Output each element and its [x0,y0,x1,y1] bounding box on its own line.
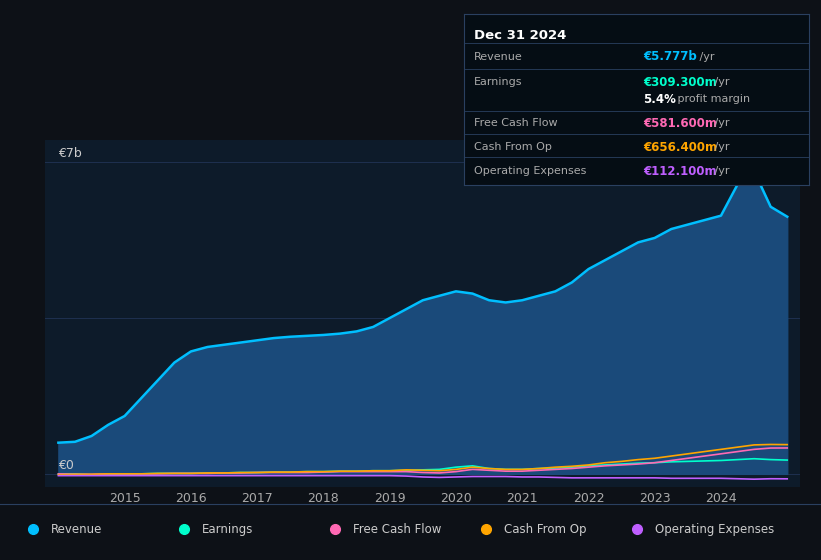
Text: Revenue: Revenue [475,52,523,62]
Text: /yr: /yr [712,166,730,176]
Text: /yr: /yr [696,52,715,62]
Text: Cash From Op: Cash From Op [475,142,552,152]
Text: Cash From Op: Cash From Op [504,522,586,536]
Text: €7b: €7b [58,147,82,160]
Text: /yr: /yr [712,118,730,128]
Text: Dec 31 2024: Dec 31 2024 [475,29,566,43]
Text: Operating Expenses: Operating Expenses [475,166,586,176]
Text: €0: €0 [58,459,74,472]
Text: €112.100m: €112.100m [643,165,717,178]
Text: Free Cash Flow: Free Cash Flow [353,522,442,536]
Text: €656.400m: €656.400m [643,141,718,154]
Text: Free Cash Flow: Free Cash Flow [475,118,557,128]
Text: €581.600m: €581.600m [643,117,718,130]
Text: Earnings: Earnings [202,522,254,536]
Text: Operating Expenses: Operating Expenses [655,522,774,536]
Text: Earnings: Earnings [475,77,523,87]
Text: 5.4%: 5.4% [643,93,676,106]
Text: €5.777b: €5.777b [643,50,697,63]
Text: /yr: /yr [712,142,730,152]
Text: Revenue: Revenue [51,522,103,536]
Text: profit margin: profit margin [673,95,750,104]
Text: /yr: /yr [712,77,730,87]
Text: €309.300m: €309.300m [643,76,717,89]
